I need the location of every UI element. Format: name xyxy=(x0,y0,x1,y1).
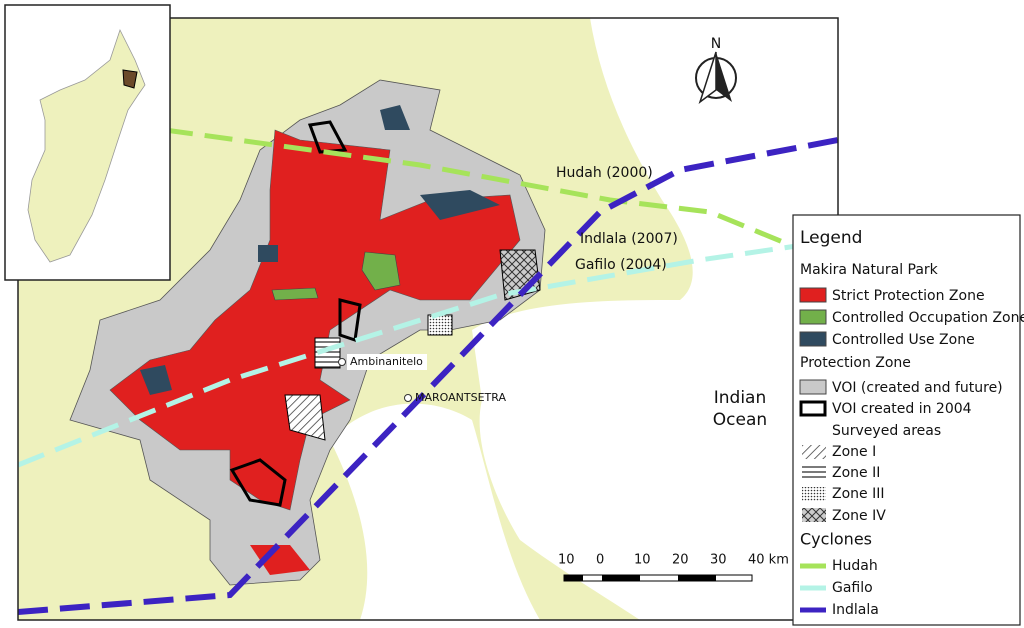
use-zone xyxy=(420,190,500,220)
scale-label: 10 xyxy=(634,553,651,568)
legend-heading: Protection Zone xyxy=(800,355,911,371)
legend-item: VOI (created and future) xyxy=(832,380,1003,396)
legend-item: Zone I xyxy=(832,444,876,460)
scale-bar: 10 0 10 20 30 40 km xyxy=(558,553,789,582)
cyclone-label: Hudah (2000) xyxy=(556,165,653,181)
scale-label: 0 xyxy=(596,553,604,568)
cyclone-label: Gafilo (2004) xyxy=(575,257,667,273)
legend-item: Zone III xyxy=(832,486,884,502)
zone-i xyxy=(284,394,326,441)
bay xyxy=(330,403,540,620)
north-label: N xyxy=(711,36,721,52)
occupation-zone xyxy=(361,251,401,291)
voi-2004 xyxy=(307,120,348,154)
use-zone xyxy=(140,365,172,395)
cyclone-gafilo xyxy=(18,237,838,468)
north-arrow: N xyxy=(695,36,737,105)
legend-item: Controlled Use Zone xyxy=(832,332,975,348)
ocean-label: Indian xyxy=(714,388,767,408)
voi-2004 xyxy=(338,298,362,342)
legend-item: Gafilo xyxy=(832,580,873,596)
strict-zone xyxy=(250,545,310,575)
cyclone-hudah xyxy=(164,127,791,248)
place-marker xyxy=(338,358,346,366)
strict-zone xyxy=(109,129,521,511)
legend-heading: Makira Natural Park xyxy=(800,262,939,278)
inset-map xyxy=(4,4,171,281)
main-map: Ambinanitelo MAROANTSETRA Hudah (2000) I… xyxy=(18,18,838,620)
legend-item: Zone IV xyxy=(832,508,886,524)
use-zone xyxy=(380,105,410,130)
voi-2004 xyxy=(229,458,287,507)
place-label: MAROANTSETRA xyxy=(415,391,506,404)
legend-item: Zone II xyxy=(832,465,880,481)
scale-label: 40 km xyxy=(748,553,789,568)
use-zone xyxy=(258,245,278,262)
place-label: Ambinanitelo xyxy=(350,355,423,368)
cyclone-label: Indlala (2007) xyxy=(580,231,678,247)
legend-heading: Surveyed areas xyxy=(832,423,941,439)
legend-item: Controlled Occupation Zone xyxy=(832,310,1024,326)
place-marker xyxy=(404,394,412,402)
scale-label: 10 xyxy=(558,553,575,568)
zone-iii xyxy=(427,314,453,336)
legend-item: VOI created in 2004 xyxy=(832,401,972,417)
label-bg xyxy=(347,354,427,370)
scale-label: 30 xyxy=(710,553,727,568)
scale-label: 20 xyxy=(672,553,689,568)
occupation-zone xyxy=(271,287,319,301)
legend-heading: Cyclones xyxy=(800,530,872,549)
legend-item: Indlala xyxy=(832,602,879,618)
legend-item: Strict Protection Zone xyxy=(832,288,985,304)
sea xyxy=(472,18,838,620)
cyclone-indlala xyxy=(18,137,838,615)
ocean-label: Ocean xyxy=(713,410,767,430)
legend-title: Legend xyxy=(800,228,862,248)
legend-item: Hudah xyxy=(832,558,878,574)
legend: Legend Makira Natural Park Strict Protec… xyxy=(792,214,1024,626)
